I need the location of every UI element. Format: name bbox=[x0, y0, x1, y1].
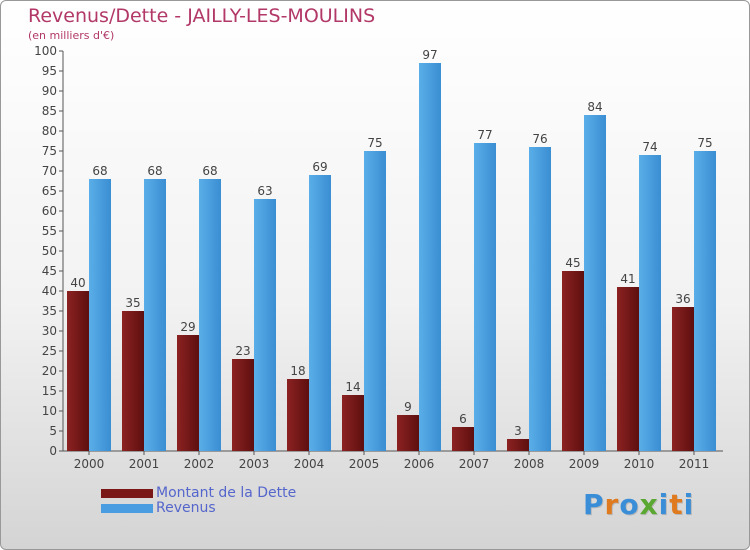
bar-dette bbox=[617, 287, 639, 451]
logo-letter: i bbox=[683, 488, 695, 521]
y-tick-label: 75 bbox=[42, 144, 57, 158]
y-tick-label: 95 bbox=[42, 64, 57, 78]
logo-letter: o bbox=[619, 488, 640, 521]
y-tick-label: 65 bbox=[42, 184, 57, 198]
x-tick-label: 2011 bbox=[679, 457, 710, 471]
data-label-revenus: 69 bbox=[312, 160, 327, 174]
data-label-dette: 41 bbox=[620, 272, 635, 286]
bar-revenus bbox=[474, 143, 496, 451]
data-label-dette: 23 bbox=[235, 344, 250, 358]
data-label-dette: 3 bbox=[514, 424, 522, 438]
x-tick-label: 2004 bbox=[294, 457, 325, 471]
data-label-dette: 29 bbox=[180, 320, 195, 334]
logo-letter: P bbox=[583, 488, 605, 521]
y-tick-label: 25 bbox=[42, 344, 57, 358]
bar-revenus bbox=[89, 179, 111, 451]
chart-title: Revenus/Dette - JAILLY-LES-MOULINS bbox=[28, 5, 376, 27]
data-label-dette: 36 bbox=[675, 292, 690, 306]
chart-subtitle: (en milliers d'€) bbox=[28, 29, 115, 42]
y-tick-label: 90 bbox=[42, 84, 57, 98]
bar-revenus bbox=[694, 151, 716, 451]
y-tick-label: 35 bbox=[42, 304, 57, 318]
bar-revenus bbox=[309, 175, 331, 451]
bar-dette bbox=[67, 291, 89, 451]
bar-revenus bbox=[144, 179, 166, 451]
bar-dette bbox=[287, 379, 309, 451]
data-label-revenus: 68 bbox=[92, 164, 107, 178]
y-tick-label: 45 bbox=[42, 264, 57, 278]
data-label-revenus: 63 bbox=[257, 184, 272, 198]
bar-revenus bbox=[639, 155, 661, 451]
bar-revenus bbox=[254, 199, 276, 451]
legend-label-dette: Montant de la Dette bbox=[156, 485, 297, 501]
y-tick-label: 60 bbox=[42, 204, 57, 218]
x-tick-label: 2002 bbox=[184, 457, 215, 471]
y-tick-label: 80 bbox=[42, 124, 57, 138]
y-tick-label: 10 bbox=[42, 404, 57, 418]
y-tick-label: 30 bbox=[42, 324, 57, 338]
data-label-revenus: 76 bbox=[532, 132, 547, 146]
bar-revenus bbox=[364, 151, 386, 451]
logo-letter: x bbox=[639, 488, 659, 521]
y-tick-label: 85 bbox=[42, 104, 57, 118]
x-tick-label: 2001 bbox=[129, 457, 160, 471]
proxiti-logo: Proxiti bbox=[583, 488, 694, 521]
data-label-dette: 18 bbox=[290, 364, 305, 378]
y-tick-label: 55 bbox=[42, 224, 57, 238]
data-label-dette: 9 bbox=[404, 400, 412, 414]
x-tick-label: 2006 bbox=[404, 457, 435, 471]
legend-swatch-dette bbox=[101, 489, 153, 498]
data-label-revenus: 77 bbox=[477, 128, 492, 142]
bar-dette bbox=[342, 395, 364, 451]
data-label-dette: 45 bbox=[565, 256, 580, 270]
data-label-dette: 35 bbox=[125, 296, 140, 310]
legend-swatch-revenus bbox=[101, 504, 153, 513]
y-tick-label: 50 bbox=[42, 244, 57, 258]
x-tick-label: 2007 bbox=[459, 457, 490, 471]
y-tick-label: 5 bbox=[49, 424, 57, 438]
bar-revenus bbox=[584, 115, 606, 451]
bar-dette bbox=[122, 311, 144, 451]
logo-letter: r bbox=[604, 488, 620, 521]
bar-dette bbox=[672, 307, 694, 451]
bar-chart: 0 5 10 15 20 25 30 35 40 45 50 55 60 65 70 75 80 85 90 95 10… bbox=[34, 44, 723, 471]
x-tick-label: 2010 bbox=[624, 457, 655, 471]
y-tick-label: 70 bbox=[42, 164, 57, 178]
bar-dette bbox=[397, 415, 419, 451]
logo-letter: i bbox=[658, 488, 670, 521]
data-label-revenus: 97 bbox=[422, 48, 437, 62]
x-tick-label: 2003 bbox=[239, 457, 270, 471]
data-label-revenus: 68 bbox=[202, 164, 217, 178]
bar-dette bbox=[562, 271, 584, 451]
y-tick-label: 15 bbox=[42, 384, 57, 398]
data-label-revenus: 74 bbox=[642, 140, 657, 154]
y-tick-label: 20 bbox=[42, 364, 57, 378]
data-label-revenus: 68 bbox=[147, 164, 162, 178]
data-label-dette: 6 bbox=[459, 412, 467, 426]
data-label-revenus: 84 bbox=[587, 100, 602, 114]
y-tick-label: 0 bbox=[49, 444, 57, 458]
y-tick-label: 100 bbox=[34, 44, 57, 58]
data-label-dette: 40 bbox=[70, 276, 85, 290]
x-tick-label: 2000 bbox=[74, 457, 105, 471]
bar-revenus bbox=[199, 179, 221, 451]
bar-dette bbox=[452, 427, 474, 451]
logo-letter: t bbox=[669, 488, 684, 521]
data-label-dette: 14 bbox=[345, 380, 360, 394]
bar-dette bbox=[177, 335, 199, 451]
y-tick-label: 40 bbox=[42, 284, 57, 298]
x-tick-label: 2009 bbox=[569, 457, 600, 471]
bar-revenus bbox=[419, 63, 441, 451]
x-tick-label: 2005 bbox=[349, 457, 380, 471]
bar-revenus bbox=[529, 147, 551, 451]
data-label-revenus: 75 bbox=[697, 136, 712, 150]
x-tick-label: 2008 bbox=[514, 457, 545, 471]
data-label-revenus: 75 bbox=[367, 136, 382, 150]
bar-dette bbox=[232, 359, 254, 451]
legend-label-revenus: Revenus bbox=[156, 500, 216, 516]
bar-dette bbox=[507, 439, 529, 451]
